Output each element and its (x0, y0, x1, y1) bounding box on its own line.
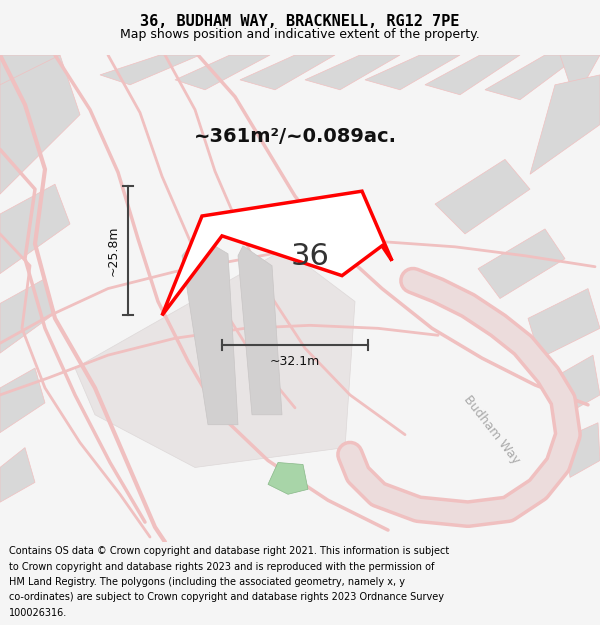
Text: Map shows position and indicative extent of the property.: Map shows position and indicative extent… (120, 28, 480, 41)
Polygon shape (365, 55, 460, 90)
Polygon shape (305, 55, 400, 90)
Polygon shape (485, 55, 580, 100)
Polygon shape (565, 422, 600, 478)
Polygon shape (240, 55, 335, 90)
Polygon shape (100, 55, 200, 85)
Polygon shape (0, 55, 80, 194)
Polygon shape (0, 55, 60, 124)
Text: 100026316.: 100026316. (9, 608, 67, 618)
Text: 36: 36 (290, 242, 329, 271)
Text: HM Land Registry. The polygons (including the associated geometry, namely x, y: HM Land Registry. The polygons (includin… (9, 577, 405, 587)
Polygon shape (478, 229, 565, 299)
Polygon shape (175, 55, 270, 90)
Polygon shape (528, 289, 600, 358)
Polygon shape (560, 55, 600, 100)
Polygon shape (530, 75, 600, 174)
Text: to Crown copyright and database rights 2023 and is reproduced with the permissio: to Crown copyright and database rights 2… (9, 561, 434, 571)
Polygon shape (0, 279, 55, 353)
Polygon shape (0, 184, 70, 274)
Polygon shape (553, 355, 600, 418)
Text: co-ordinates) are subject to Crown copyright and database rights 2023 Ordnance S: co-ordinates) are subject to Crown copyr… (9, 592, 444, 602)
Text: 36, BUDHAM WAY, BRACKNELL, RG12 7PE: 36, BUDHAM WAY, BRACKNELL, RG12 7PE (140, 14, 460, 29)
Polygon shape (162, 191, 392, 316)
Polygon shape (0, 448, 35, 503)
Polygon shape (238, 246, 282, 415)
Text: ~32.1m: ~32.1m (270, 355, 320, 368)
Polygon shape (435, 159, 530, 234)
Polygon shape (75, 249, 355, 468)
Text: ~361m²/~0.089ac.: ~361m²/~0.089ac. (193, 126, 397, 146)
Polygon shape (425, 55, 520, 95)
Polygon shape (182, 236, 238, 425)
Text: ~25.8m: ~25.8m (107, 226, 120, 276)
Polygon shape (0, 368, 45, 432)
Text: Contains OS data © Crown copyright and database right 2021. This information is : Contains OS data © Crown copyright and d… (9, 546, 449, 556)
Polygon shape (268, 462, 308, 494)
Text: Budham Way: Budham Way (461, 393, 523, 466)
